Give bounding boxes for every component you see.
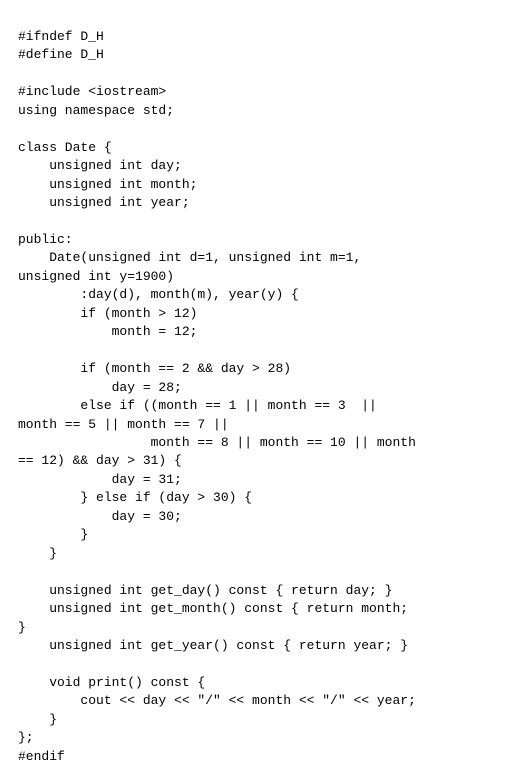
code-block: #ifndef D_H #define D_H #include <iostre…	[0, 0, 516, 784]
code-text: #ifndef D_H #define D_H #include <iostre…	[18, 29, 416, 764]
